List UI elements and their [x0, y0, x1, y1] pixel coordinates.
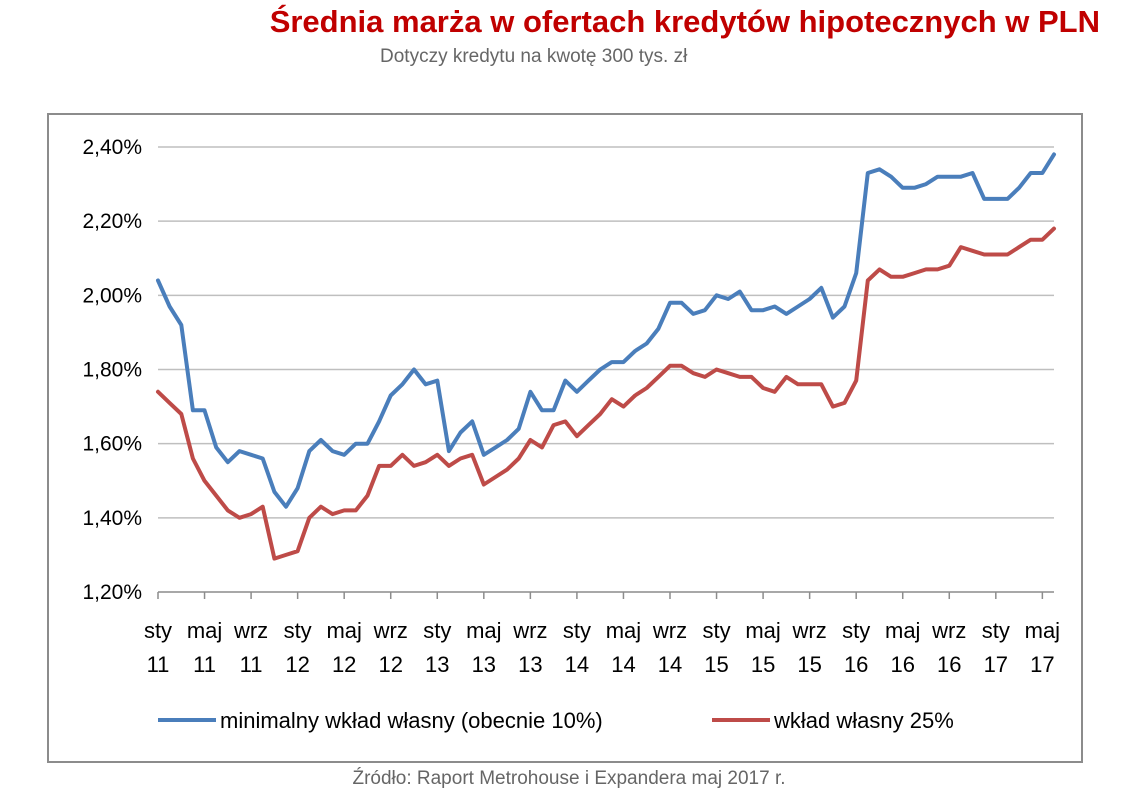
- series-line-2: [156, 226, 1056, 561]
- y-tick-label: 2,20%: [82, 210, 142, 233]
- x-tick-year: 16: [890, 652, 914, 677]
- x-tick-year: 15: [751, 652, 775, 677]
- x-tick-month: sty: [702, 618, 730, 643]
- x-tick-month: sty: [423, 618, 451, 643]
- x-tick-month: sty: [563, 618, 591, 643]
- x-tick-month: maj: [326, 618, 361, 643]
- x-tick-month: maj: [606, 618, 641, 643]
- x-tick-year: 12: [332, 652, 356, 677]
- x-tick-year: 14: [565, 652, 589, 677]
- y-axis-ticks: 1,20% 1,40% 1,60% 1,80% 2,00% 2,20% 2,40%: [82, 136, 142, 604]
- x-tick-year: 13: [518, 652, 542, 677]
- x-tick-year: 11: [240, 652, 263, 677]
- x-tick-year: 13: [472, 652, 496, 677]
- x-tick-month: wrz: [931, 618, 966, 643]
- legend-label: minimalny wkład własny (obecnie 10%): [220, 708, 603, 733]
- x-tick-month: wrz: [373, 618, 408, 643]
- x-tick-year: 17: [984, 652, 1008, 677]
- x-tick-year: 14: [658, 652, 682, 677]
- x-axis-ticks: sty 11 maj 11 wrz 11 sty 12 maj 12 wrz 12 sty 13 maj 13…: [144, 592, 1060, 677]
- series-line-1: [156, 152, 1056, 509]
- chart-subtitle: Dotyczy kredytu na kwotę 300 tys. zł: [380, 46, 688, 67]
- y-tick-label: 1,60%: [82, 433, 142, 456]
- grid-lines: [158, 146, 1054, 593]
- x-tick-year: 12: [378, 652, 402, 677]
- series-lines: [156, 152, 1056, 561]
- legend: minimalny wkład własny (obecnie 10%) wkła…: [158, 708, 954, 733]
- x-tick-year: 17: [1030, 652, 1054, 677]
- chart-svg: 1,20%1,40%1,60%1,80%2,00%2,20%2,40% sty1…: [47, 113, 1083, 763]
- x-tick-year: 16: [937, 652, 961, 677]
- y-tick-label: 1,40%: [82, 507, 142, 530]
- x-tick-month: maj: [1025, 618, 1060, 643]
- x-tick-year: 12: [285, 652, 309, 677]
- x-tick-month: sty: [144, 618, 172, 643]
- y-tick-label: 1,20%: [82, 581, 142, 604]
- y-tick-label: 1,80%: [82, 359, 142, 382]
- x-tick-month: wrz: [652, 618, 687, 643]
- x-tick-year: 15: [797, 652, 821, 677]
- x-tick-year: 15: [704, 652, 728, 677]
- x-tick-month: maj: [466, 618, 501, 643]
- x-tick-month: wrz: [792, 618, 827, 643]
- x-tick-month: wrz: [233, 618, 268, 643]
- x-tick-month: sty: [982, 618, 1010, 643]
- chart-title: Średnia marża w ofertach kredytów hipote…: [269, 4, 1100, 39]
- x-tick-month: maj: [745, 618, 780, 643]
- source-note: Źródło: Raport Metrohouse i Expandera ma…: [352, 768, 786, 789]
- y-tick-label: 2,40%: [82, 136, 142, 159]
- x-tick-year: 14: [611, 652, 635, 677]
- x-tick-year: 16: [844, 652, 868, 677]
- y-tick-label: 2,00%: [82, 284, 142, 307]
- legend-label: wkład własny 25%: [773, 708, 954, 733]
- x-tick-month: maj: [885, 618, 920, 643]
- x-tick-month: maj: [187, 618, 222, 643]
- x-tick-year: 11: [147, 652, 170, 677]
- x-tick-year: 11: [193, 652, 216, 677]
- chart-frame: [47, 113, 1083, 763]
- x-tick-year: 13: [425, 652, 449, 677]
- x-tick-month: sty: [842, 618, 870, 643]
- x-tick-month: sty: [284, 618, 312, 643]
- x-tick-month: wrz: [512, 618, 547, 643]
